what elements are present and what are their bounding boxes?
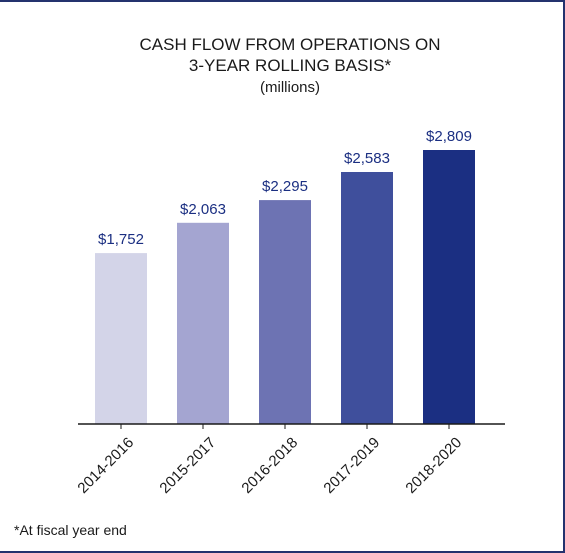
value-label-2015-2017: $2,063 bbox=[180, 201, 226, 218]
x-tick-label-2015-2017: 2015-2017 bbox=[156, 434, 219, 497]
value-label-2016-2018: $2,295 bbox=[262, 178, 308, 195]
bar-2016-2018 bbox=[259, 200, 311, 424]
bar-2017-2019 bbox=[341, 172, 393, 424]
x-tick-label-2014-2016: 2014-2016 bbox=[74, 434, 137, 497]
bars-group bbox=[95, 150, 475, 424]
bar-2018-2020 bbox=[423, 150, 475, 424]
x-tick-labels: 2014-2016 2015-2017 2016-2018 2017-2019 2018… bbox=[74, 434, 465, 497]
x-tick-marks bbox=[120, 424, 450, 429]
value-labels-group: $1,752 $2,063 $2,295 $2,583 $2,809 bbox=[98, 128, 472, 248]
chart-title-line-1: CASH FLOW FROM OPERATIONS ON bbox=[140, 35, 441, 54]
x-tick-label-2018-2020: 2018-2020 bbox=[402, 434, 465, 497]
x-tick-label-2017-2019: 2017-2019 bbox=[320, 434, 383, 497]
bar-2015-2017 bbox=[177, 222, 229, 424]
footnote: *At fiscal year end bbox=[14, 522, 127, 538]
value-label-2018-2020: $2,809 bbox=[426, 128, 472, 145]
bar-2014-2016 bbox=[95, 253, 147, 424]
x-tick-label-2016-2018: 2016-2018 bbox=[238, 434, 301, 497]
chart-subtitle: (millions) bbox=[260, 79, 320, 96]
chart-title-line-2: 3-YEAR ROLLING BASIS* bbox=[189, 56, 392, 75]
value-label-2017-2019: $2,583 bbox=[344, 150, 390, 167]
value-label-2014-2016: $1,752 bbox=[98, 231, 144, 248]
